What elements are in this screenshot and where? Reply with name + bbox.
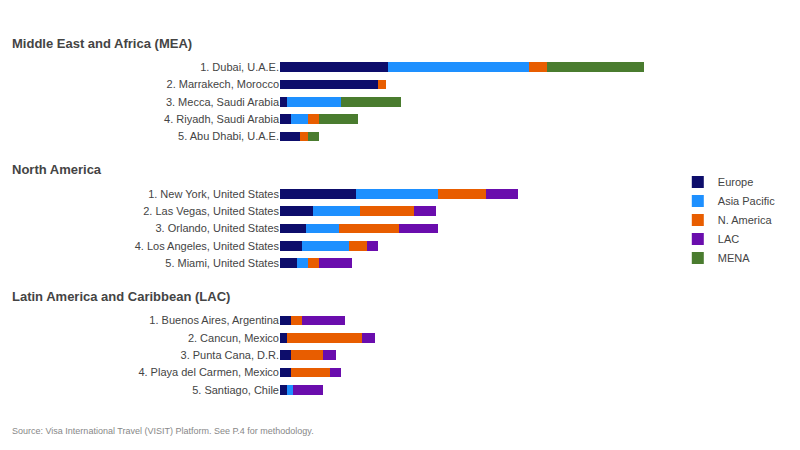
svg-text:Europe: Europe [718, 176, 753, 188]
svg-text:LAC: LAC [718, 233, 739, 245]
svg-text:3. Punta Cana, D.R.: 3. Punta Cana, D.R. [181, 349, 279, 361]
svg-text:4. Riyadh, Saudi Arabia: 4. Riyadh, Saudi Arabia [164, 113, 280, 125]
svg-text:4. Los Angeles, United States: 4. Los Angeles, United States [135, 240, 280, 252]
svg-text:5. Santiago, Chile: 5. Santiago, Chile [192, 384, 279, 396]
svg-text:Source: Visa International Tra: Source: Visa International Travel (VISIT… [12, 426, 314, 436]
svg-text:Latin America and Caribbean (L: Latin America and Caribbean (LAC) [12, 289, 230, 304]
svg-text:Middle East and Africa (MEA): Middle East and Africa (MEA) [12, 36, 192, 51]
svg-text:1. New York, United States: 1. New York, United States [148, 188, 279, 200]
svg-text:4. Playa del Carmen, Mexico: 4. Playa del Carmen, Mexico [138, 366, 279, 378]
svg-text:N. America: N. America [718, 214, 773, 226]
svg-text:3. Mecca, Saudi Arabia: 3. Mecca, Saudi Arabia [166, 96, 280, 108]
svg-text:North America: North America [12, 162, 102, 177]
svg-text:5. Abu Dhabi, U.A.E.: 5. Abu Dhabi, U.A.E. [178, 130, 279, 142]
svg-text:1. Buenos Aires, Argentina: 1. Buenos Aires, Argentina [149, 314, 280, 326]
svg-text:MENA: MENA [718, 252, 750, 264]
svg-text:2. Las Vegas, United States: 2. Las Vegas, United States [143, 205, 279, 217]
svg-text:1. Dubai, U.A.E.: 1. Dubai, U.A.E. [200, 61, 279, 73]
svg-text:2. Cancun, Mexico: 2. Cancun, Mexico [188, 332, 279, 344]
svg-text:2. Marrakech, Morocco: 2. Marrakech, Morocco [167, 78, 279, 90]
svg-text:Asia Pacific: Asia Pacific [718, 195, 775, 207]
svg-text:3. Orlando, United States: 3. Orlando, United States [155, 222, 279, 234]
svg-text:5. Miami, United States: 5. Miami, United States [165, 257, 279, 269]
